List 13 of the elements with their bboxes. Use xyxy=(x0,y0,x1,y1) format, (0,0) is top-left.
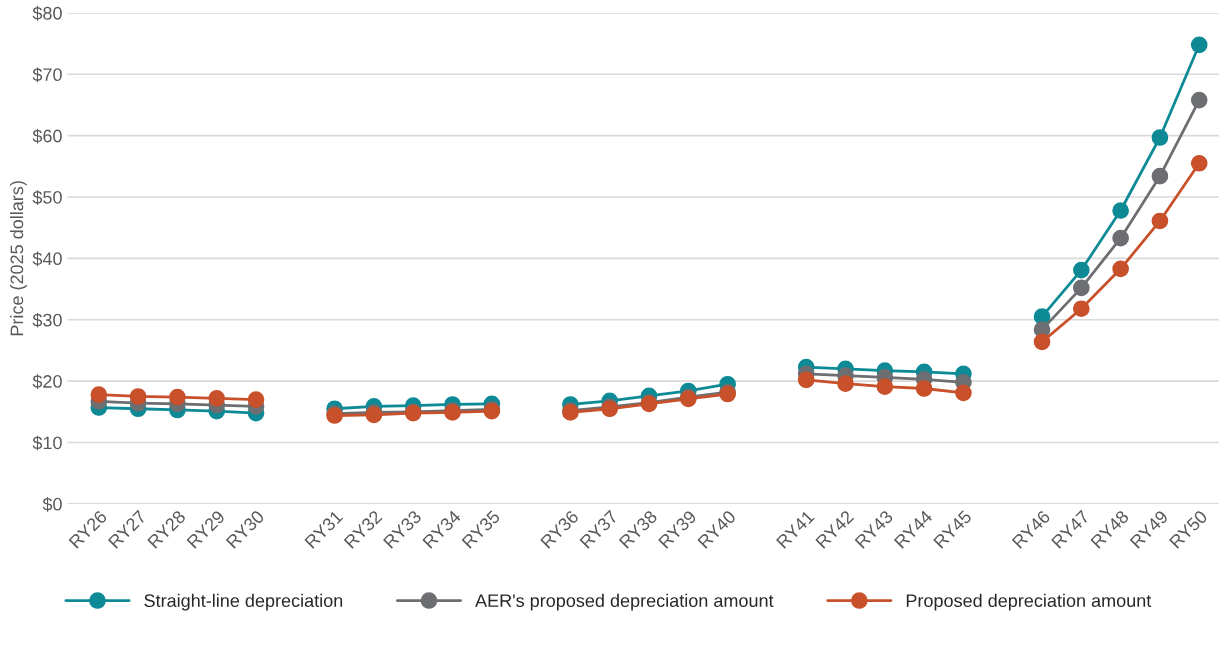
y-tick-label: $80 xyxy=(32,6,62,21)
y-tick-label: $50 xyxy=(32,190,62,205)
y-tick-label: $40 xyxy=(32,251,62,267)
y-tick-label: $0 xyxy=(42,497,62,512)
legend-label: AER's proposed depreciation amount xyxy=(475,593,774,611)
legend-label: Proposed depreciation amount xyxy=(906,593,1152,611)
y-tick-label: $70 xyxy=(32,67,62,83)
y-axis-title: Price (2025 dollars) xyxy=(10,181,27,336)
legend-label: Straight-line depreciation xyxy=(144,593,343,611)
y-tick-label: $10 xyxy=(32,435,62,451)
y-tick-label: $20 xyxy=(32,374,62,389)
y-tick-label: $60 xyxy=(32,128,62,144)
y-tick-label: $30 xyxy=(32,312,62,328)
